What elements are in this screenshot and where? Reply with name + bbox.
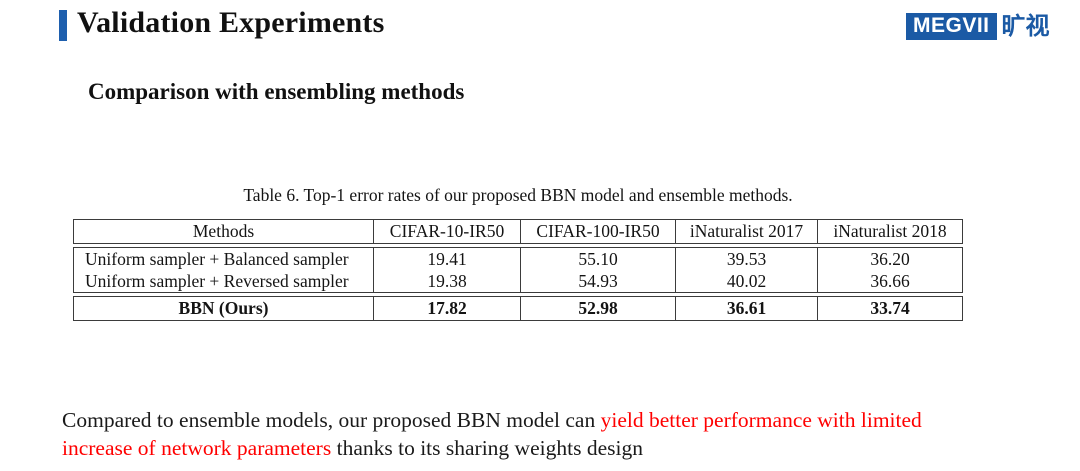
value-cell: 36.61 (675, 297, 817, 320)
column-header-methods: Methods (192, 221, 255, 241)
megvii-wordmark: MEGVII (906, 13, 997, 40)
conclusion-segment-black: Compared to ensemble models, our propose… (62, 408, 601, 432)
method-cell: BBN (Ours) (178, 298, 269, 318)
page-title: Validation Experiments (77, 6, 385, 39)
table-row: Uniform sampler + Reversed sampler 19.38… (74, 270, 962, 292)
method-cell: Uniform sampler + Balanced sampler (85, 249, 349, 269)
method-cell: Uniform sampler + Reversed sampler (85, 271, 349, 291)
value-cell: 19.38 (373, 270, 520, 292)
value-cell: 55.10 (520, 248, 675, 270)
value-cell: 33.74 (817, 297, 962, 320)
megvii-chinese-name: 旷视 (1001, 12, 1050, 40)
conclusion-segment-red-highlight: yield better performance with limited in… (62, 408, 922, 460)
value-cell: 17.82 (373, 297, 520, 320)
results-table: Methods CIFAR-10-IR50 CIFAR-100-IR50 iNa… (73, 219, 963, 321)
megvii-logo: MEGVII 旷视 (906, 13, 1050, 40)
conclusion-note: Compared to ensemble models, our propose… (62, 406, 976, 462)
table-caption: Table 6. Top-1 error rates of our propos… (243, 185, 793, 205)
value-cell: 52.98 (520, 297, 675, 320)
table-header-group: Methods CIFAR-10-IR50 CIFAR-100-IR50 iNa… (73, 219, 963, 244)
table-footer-group: BBN (Ours) 17.82 52.98 36.61 33.74 (73, 296, 963, 321)
column-header-inat2018: iNaturalist 2018 (817, 220, 962, 243)
value-cell: 19.41 (373, 248, 520, 270)
title-accent-bar (59, 10, 67, 41)
value-cell: 40.02 (675, 270, 817, 292)
value-cell: 54.93 (520, 270, 675, 292)
column-header-cifar10: CIFAR-10-IR50 (373, 220, 520, 243)
conclusion-segment-black: thanks to its sharing weights design (331, 436, 643, 460)
column-header-inat2017: iNaturalist 2017 (675, 220, 817, 243)
column-header-cifar100: CIFAR-100-IR50 (520, 220, 675, 243)
table-header-row: Methods CIFAR-10-IR50 CIFAR-100-IR50 iNa… (74, 220, 962, 243)
value-cell: 36.20 (817, 248, 962, 270)
table-body-group: Uniform sampler + Balanced sampler 19.41… (73, 247, 963, 293)
table-row-bbn: BBN (Ours) 17.82 52.98 36.61 33.74 (74, 297, 962, 320)
value-cell: 39.53 (675, 248, 817, 270)
value-cell: 36.66 (817, 270, 962, 292)
table-row: Uniform sampler + Balanced sampler 19.41… (74, 248, 962, 270)
section-subtitle: Comparison with ensembling methods (88, 79, 465, 104)
